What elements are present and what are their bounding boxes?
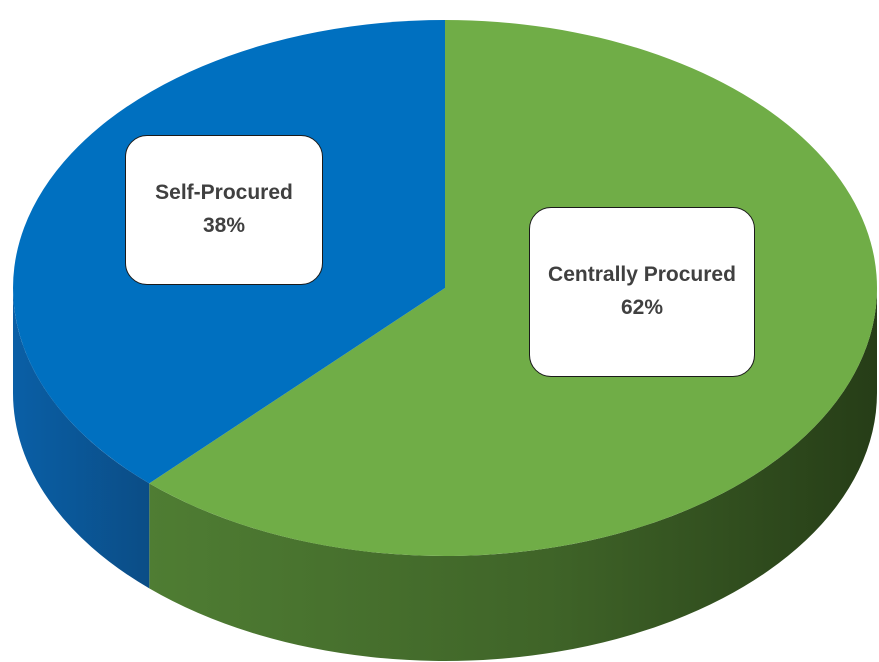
percent-label: 38% — [202, 214, 246, 237]
pie-slice-centrally-procured — [149, 20, 878, 556]
percent-label: 62% — [620, 296, 664, 319]
data-label-centrally-procured: Centrally Procured 62% — [529, 207, 755, 377]
category-label: Self-Procured — [155, 181, 293, 205]
pie-side-centrally-procured — [149, 288, 877, 661]
category-label: Centrally Procured — [548, 263, 736, 287]
data-label-self-procured: Self-Procured 38% — [125, 135, 323, 285]
pie-side-self-procured — [13, 288, 150, 589]
